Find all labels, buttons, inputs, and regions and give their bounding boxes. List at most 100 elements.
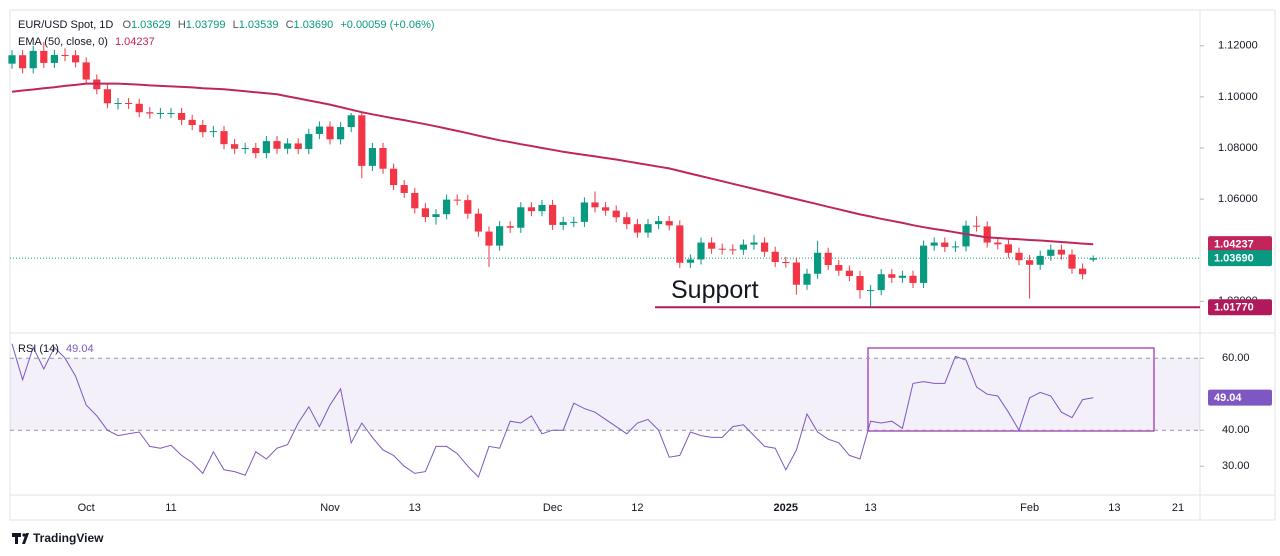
candle-body (1004, 244, 1012, 253)
x-tick-label: 2025 (774, 502, 798, 514)
candle-body (665, 221, 673, 226)
candle-body (856, 276, 864, 291)
legend-value: 1.03539 (239, 19, 279, 31)
y-tick-label: 1.12000 (1218, 40, 1258, 52)
candle-body (930, 242, 938, 246)
x-tick-label: 13 (409, 502, 421, 514)
candle-body (252, 148, 260, 154)
candle-body (655, 221, 663, 225)
rsi-band (10, 358, 1200, 431)
candle-body (739, 244, 747, 250)
candle-body (920, 245, 928, 283)
candle-body (485, 231, 493, 246)
candle-body (898, 275, 906, 278)
legend-value: 1.03690 (294, 19, 334, 31)
legend-key: H (178, 19, 186, 31)
candle-body (496, 226, 504, 246)
candle-body (814, 252, 822, 274)
candle-body (390, 168, 398, 186)
legend-value: 1.03629 (131, 19, 171, 31)
candle-body (506, 226, 514, 228)
legend-value: 1.03799 (186, 19, 226, 31)
candle-body (146, 112, 154, 114)
rsi-y-tick-label: 40.00 (1222, 424, 1250, 436)
rsi-line (11, 343, 1094, 478)
candle-body (284, 143, 292, 149)
candle-body (188, 119, 196, 125)
candle-body (443, 199, 451, 215)
candle-body (803, 273, 811, 285)
candle-body (527, 207, 535, 212)
candle-body (273, 141, 281, 149)
rsi-tag (1208, 389, 1272, 406)
candle-body (994, 242, 1002, 245)
support-tag (1208, 299, 1272, 316)
candle-body (708, 242, 716, 249)
candle-body (623, 217, 631, 225)
logo-icon (12, 533, 29, 544)
candle-body (220, 131, 228, 145)
candle-body (1079, 268, 1087, 275)
marks: 1.120001.100001.080001.060001.02000Oct11… (8, 40, 1272, 514)
candle-body (835, 265, 843, 271)
candle-body (231, 144, 239, 149)
ema-line (11, 82, 1094, 246)
y-tick-label: 1.06000 (1218, 193, 1258, 205)
candle-body (845, 270, 853, 277)
candle-body (824, 252, 832, 266)
candle-body (8, 55, 16, 64)
frame (9, 9, 1276, 521)
candle-body (570, 221, 578, 223)
candle-body (241, 148, 249, 149)
ema-value: 1.04237 (115, 36, 155, 48)
rsi-header: RSI (14) 49.04 (18, 343, 94, 355)
candle-body (962, 225, 970, 247)
candle-body (464, 200, 472, 214)
candle-body (633, 224, 641, 233)
legend-key: C (286, 19, 294, 31)
highlight-box (867, 347, 1155, 432)
candle-body (782, 261, 790, 263)
candle-body (591, 202, 599, 208)
candle-body (294, 143, 302, 150)
candle-body (1015, 252, 1023, 261)
candle-body (718, 248, 726, 250)
candle-body (125, 103, 133, 105)
candle-body (358, 115, 366, 166)
candle-body (178, 112, 186, 120)
candle-body (453, 199, 461, 201)
candle-body (347, 115, 355, 128)
rsi-tag-label: 49.04 (1214, 392, 1242, 404)
candle-body (400, 185, 408, 193)
candle-body (941, 242, 949, 247)
candle-body (50, 54, 58, 63)
candle-body (156, 112, 164, 114)
symbol-title: EUR/USD Spot, 1D (18, 19, 113, 31)
ema-header: EMA (50, close, 0) 1.04237 (18, 36, 155, 48)
candle-body (612, 210, 620, 218)
candle-body (262, 141, 270, 154)
candle-body (19, 55, 27, 69)
candle-body (1057, 249, 1065, 255)
candle-body (82, 62, 90, 80)
candle-body (114, 103, 122, 105)
rsi-name: RSI (14) (18, 343, 59, 355)
candle-body (602, 207, 610, 211)
candle-body (867, 290, 875, 292)
candle-body (538, 204, 546, 212)
candle-body (432, 214, 440, 217)
candle-body (697, 242, 705, 260)
x-tick-label: 21 (1172, 502, 1184, 514)
rsi-y-tick-label: 30.00 (1222, 460, 1250, 472)
support-label: Support (671, 276, 759, 304)
y-tick-label: 1.08000 (1218, 142, 1258, 154)
candle-body (686, 259, 694, 263)
candle-body (729, 249, 737, 251)
x-tick-label: Nov (320, 502, 340, 514)
x-tick-label: Oct (78, 502, 95, 514)
candle-body (103, 89, 111, 104)
candle-body (135, 103, 143, 113)
ema-name: EMA (50, close, 0) (18, 36, 108, 48)
